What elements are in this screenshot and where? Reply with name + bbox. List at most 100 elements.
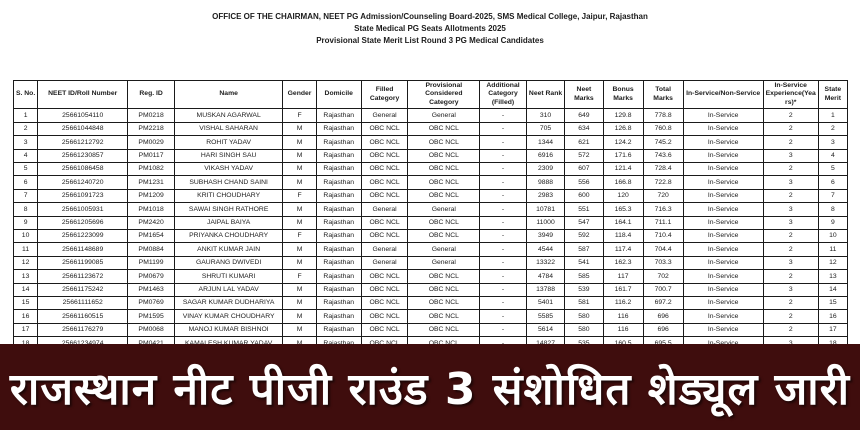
table-cell: PM1654 (127, 228, 175, 244)
table-cell: In-Service (682, 188, 764, 204)
table-cell: 126.8 (602, 121, 644, 137)
table-cell: General (360, 108, 409, 123)
table-cell: 3 (762, 202, 819, 217)
column-header: In-Service/Non-Service (682, 79, 764, 110)
table-cell: 310 (525, 108, 566, 123)
table-cell: 1 (817, 108, 849, 123)
table-cell: 118.4 (602, 228, 644, 244)
column-header: Name (173, 79, 284, 110)
column-header: S. No. (12, 79, 39, 110)
table-cell: VISHAL SAHARAN (173, 121, 284, 137)
table-cell: 11 (12, 242, 39, 257)
table-row: 12 25661199085 PM1199 GAURANG DWIVEDI M Rajas… (12, 255, 849, 271)
table-cell: 117 (602, 269, 644, 284)
table-cell: In-Service (682, 269, 764, 284)
table-cell: 587 (564, 242, 604, 257)
table-row: 5 25661086458 PM1082 VIKASH YADAV M Rajasthan… (12, 162, 849, 177)
table-cell: 25661148689 (37, 242, 129, 257)
table-cell: 161.7 (602, 282, 644, 297)
table-cell: Rajasthan (315, 188, 362, 204)
table-cell: 541 (564, 255, 604, 271)
table-cell: OBC NCL (360, 188, 409, 204)
table-cell: PM1082 (127, 162, 175, 177)
table-cell: OBC NCL (360, 282, 409, 297)
table-cell: 3 (762, 148, 819, 164)
table-cell: In-Service (682, 295, 764, 311)
table-cell: 25661212792 (37, 135, 129, 150)
table-cell: 164.1 (602, 215, 644, 230)
column-header: Additional Category (Filled) (479, 79, 527, 110)
table-cell: In-Service (682, 121, 764, 137)
table-cell: Rajasthan (315, 242, 362, 257)
table-cell: 539 (564, 282, 604, 297)
table-cell: General (407, 108, 481, 123)
table-cell: 25661175242 (37, 282, 129, 297)
table-cell: SAWAI SINGH RATHORE (173, 202, 284, 217)
column-header: State Merit (817, 79, 849, 110)
table-cell: M (282, 121, 317, 137)
column-header: Filled Category (360, 79, 409, 110)
table-cell: 25661054110 (37, 108, 129, 123)
table-cell: 704.4 (642, 242, 684, 257)
table-cell: 25661123672 (37, 269, 129, 284)
table-cell: OBC NCL (360, 162, 409, 177)
table-cell: - (479, 215, 527, 230)
table-body: 1 25661054110 PM0218 MUSKAN AGARWAL F Rajasth… (12, 108, 849, 351)
table-cell: 556 (564, 175, 604, 190)
table-cell: - (479, 135, 527, 150)
table-cell: Rajasthan (315, 202, 362, 217)
table-cell: 3 (762, 215, 819, 230)
table-cell: In-Service (682, 322, 764, 338)
table-cell: PM0068 (127, 322, 175, 338)
table-cell: In-Service (682, 175, 764, 190)
table-row: 16 25661160515 PM1595 VINAY KUMAR CHOUDHARY… (12, 309, 849, 324)
table-cell: OBC NCL (407, 269, 481, 284)
table-cell: MUSKAN AGARWAL (173, 108, 284, 123)
table-cell: 4784 (525, 269, 566, 284)
table-cell: ROHIT YADAV (173, 135, 284, 150)
table-cell: 17 (817, 322, 849, 338)
table-cell: 3949 (525, 228, 566, 244)
table-cell: OBC NCL (360, 215, 409, 230)
table-header-row: S. No. NEET ID/Roll Number Reg. ID Name Gend… (12, 79, 849, 110)
table-cell: 649 (564, 108, 604, 123)
table-cell: - (479, 108, 527, 123)
table-cell: In-Service (682, 228, 764, 244)
table-cell: 116 (602, 322, 644, 338)
table-cell: 1 (12, 108, 39, 123)
table-cell: 5585 (525, 309, 566, 324)
table-cell: SUBHASH CHAND SAINI (173, 175, 284, 190)
table-cell: 10 (12, 228, 39, 244)
table-cell: F (282, 269, 317, 284)
table-cell: 2 (12, 121, 39, 137)
table-cell: M (282, 135, 317, 150)
table-cell: F (282, 108, 317, 123)
table-cell: 696 (642, 309, 684, 324)
table-row: 8 25661005931 PM1018 SAWAI SINGH RATHORE M Ra… (12, 202, 849, 217)
table-cell: 572 (564, 148, 604, 164)
table-cell: PM0679 (127, 269, 175, 284)
table-cell: PM2420 (127, 215, 175, 230)
table-cell: 7 (12, 188, 39, 204)
table-cell: Rajasthan (315, 269, 362, 284)
table-cell: OBC NCL (407, 295, 481, 311)
table-cell: 696 (642, 322, 684, 338)
table-row: 2 25661044848 PM2218 VISHAL SAHARAN M Rajasth… (12, 121, 849, 137)
table-cell: 2 (817, 121, 849, 137)
table-cell: 760.8 (642, 121, 684, 137)
table-cell: 12 (817, 255, 849, 271)
table-cell: 621 (564, 135, 604, 150)
table-cell: 2 (762, 228, 819, 244)
table-cell: 25661205696 (37, 215, 129, 230)
table-cell: - (479, 148, 527, 164)
table-cell: PRIYANKA CHOUDHARY (173, 228, 284, 244)
table-cell: In-Service (682, 282, 764, 297)
column-header: Neet Rank (525, 79, 566, 110)
table-cell: 3 (762, 255, 819, 271)
table-cell: GAURANG DWIVEDI (173, 255, 284, 271)
table-cell: HARI SINGH SAU (173, 148, 284, 164)
table-cell: 2 (762, 108, 819, 123)
table-cell: Rajasthan (315, 309, 362, 324)
table-cell: 607 (564, 162, 604, 177)
